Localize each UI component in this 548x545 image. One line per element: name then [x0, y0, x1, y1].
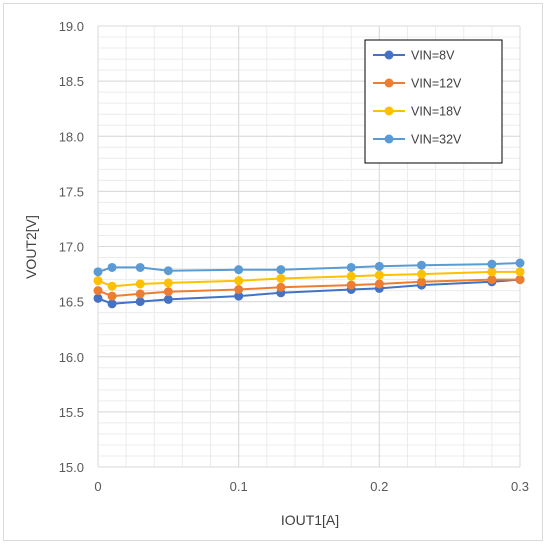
data-point [374, 261, 384, 271]
data-point [163, 278, 173, 288]
data-point [107, 299, 117, 309]
data-point [346, 280, 356, 290]
legend-swatch-marker [384, 78, 394, 88]
x-tick-label: 0 [94, 479, 101, 494]
data-point [234, 265, 244, 275]
data-point [487, 267, 497, 277]
data-point [163, 287, 173, 297]
data-point [417, 269, 427, 279]
y-tick-label: 17.0 [59, 240, 84, 255]
data-point [374, 279, 384, 289]
data-point [93, 276, 103, 286]
legend-swatch-marker [384, 106, 394, 116]
data-point [93, 293, 103, 303]
data-point [93, 286, 103, 296]
x-tick-label: 0.1 [230, 479, 248, 494]
data-point [107, 262, 117, 272]
data-point [135, 297, 145, 307]
y-tick-label: 15.5 [59, 405, 84, 420]
data-point [487, 259, 497, 269]
axis-layer: 0 0.1 0.2 0.3 15.0 15.5 16.0 16.5 17.0 17.5 18.0 18… [59, 19, 529, 494]
data-point [93, 267, 103, 277]
data-point [417, 260, 427, 270]
legend-swatch-marker [384, 50, 394, 60]
x-tick-label: 0.2 [370, 479, 388, 494]
legend-label: VIN=32V [411, 133, 462, 147]
series-line-4 [97, 262, 521, 273]
data-point [346, 262, 356, 272]
y-tick-label: 18.5 [59, 74, 84, 89]
legend-label: VIN=12V [411, 77, 462, 91]
data-point [163, 266, 173, 276]
data-point [234, 291, 244, 301]
data-point [515, 258, 525, 268]
legend-label: VIN=8V [411, 49, 455, 63]
x-tick-label: 0.3 [511, 479, 529, 494]
data-point [135, 289, 145, 299]
legend-swatch-marker [384, 134, 394, 144]
x-axis-title: IOUT1[A] [281, 512, 339, 528]
y-tick-label: 15.0 [59, 460, 84, 475]
legend-label: VIN=18V [411, 105, 462, 119]
y-tick-label: 17.5 [59, 184, 84, 199]
data-point [276, 273, 286, 283]
data-point [234, 276, 244, 286]
series-line-2 [97, 278, 520, 298]
y-tick-label: 18.0 [59, 129, 84, 144]
data-point [276, 265, 286, 275]
y-tick-label: 16.0 [59, 350, 84, 365]
data-point [515, 267, 525, 277]
data-point [163, 294, 173, 304]
y-tick-label: 16.5 [59, 295, 84, 310]
data-point [234, 284, 244, 294]
data-point [135, 279, 145, 289]
data-point [276, 282, 286, 292]
legend: VIN=8V VIN=12V VIN=18V VIN=32V [364, 39, 503, 164]
data-point [107, 281, 117, 291]
data-point [135, 262, 145, 272]
data-point [107, 291, 117, 301]
y-axis-title: VOUT2[V] [23, 215, 39, 279]
data-point [417, 277, 427, 287]
y-tick-label: 19.0 [59, 19, 84, 34]
data-point [346, 271, 356, 281]
data-point [515, 275, 525, 285]
data-point [374, 270, 384, 280]
series-layer [93, 258, 525, 309]
data-point [487, 275, 497, 285]
